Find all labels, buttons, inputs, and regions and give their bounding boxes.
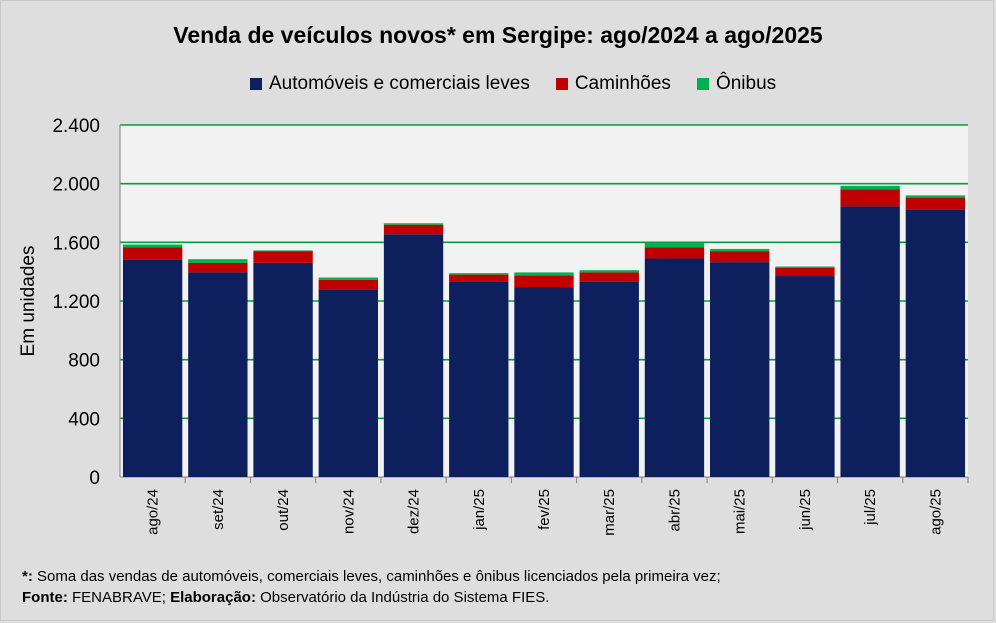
y-tick-label: 800 (68, 351, 100, 372)
bar-automoveis-nov-24 (318, 289, 378, 477)
legend-label-caminhoes: Caminhões (574, 73, 671, 94)
x-tick-label: out/24 (275, 489, 292, 531)
bar-automoveis-out-24 (253, 262, 313, 477)
legend-item-onibus: Ônibus (696, 73, 777, 95)
bar-onibus-mai-25 (710, 248, 770, 252)
bar-automoveis-jul-25 (840, 206, 900, 477)
elaboration-label: Elaboração: (170, 589, 256, 606)
x-tick-label: jul/25 (862, 489, 879, 526)
bar-caminhoes-nov-24 (318, 279, 378, 290)
footer-notes: *: Soma das vendas de automóveis, comerc… (22, 566, 721, 608)
bar-caminhoes-fev-25 (514, 275, 574, 288)
bar-onibus-ago-24 (122, 244, 183, 248)
bar-caminhoes-out-24 (253, 251, 313, 263)
bar-onibus-jun-25 (775, 266, 835, 268)
y-tick-label: 1.600 (52, 233, 100, 254)
y-tick-label: 0 (89, 468, 100, 489)
x-tick-label: set/24 (210, 489, 227, 530)
bar-automoveis-fev-25 (514, 287, 574, 477)
bar-automoveis-mar-25 (579, 281, 639, 477)
bar-onibus-nov-24 (318, 277, 378, 280)
bar-onibus-fev-25 (514, 272, 574, 276)
source-label: Fonte: (22, 589, 68, 606)
bar-automoveis-jan-25 (449, 281, 509, 477)
y-tick-label: 400 (68, 409, 100, 430)
bar-automoveis-mai-25 (710, 262, 770, 477)
bar-onibus-jul-25 (840, 185, 900, 190)
legend-label-onibus: Ônibus (715, 73, 777, 94)
source-line: Fonte: FENABRAVE; Elaboração: Observatór… (22, 587, 721, 608)
x-tick-label: fev/25 (536, 489, 553, 530)
elaboration-text: Observatório da Indústria do Sistema FIE… (255, 589, 550, 606)
footnote-marker: *: (22, 568, 33, 585)
bar-caminhoes-ago-24 (122, 247, 183, 260)
legend-swatch-automoveis (250, 78, 262, 90)
bar-caminhoes-jul-25 (840, 189, 900, 207)
bar-onibus-abr-25 (644, 243, 705, 248)
x-tick-label: nov/24 (340, 489, 357, 534)
bar-automoveis-set-24 (188, 272, 248, 477)
x-tick-label: jan/25 (471, 489, 488, 531)
bar-automoveis-ago-25 (905, 209, 966, 478)
bar-automoveis-dez-24 (383, 234, 444, 477)
legend-item-caminhoes: Caminhões (555, 73, 671, 95)
bar-onibus-out-24 (253, 250, 313, 252)
bar-caminhoes-ago-25 (905, 197, 966, 210)
x-tick-label: abr/25 (666, 489, 683, 532)
legend-item-automoveis: Automóveis e comerciais leves (250, 73, 530, 95)
legend-label-automoveis: Automóveis e comerciais leves (269, 73, 530, 94)
bar-caminhoes-set-24 (188, 262, 248, 273)
bar-onibus-ago-25 (905, 195, 966, 198)
y-tick-label: 2.400 (52, 116, 100, 137)
bar-automoveis-ago-24 (122, 259, 183, 477)
footnote-text: Soma das vendas de automóveis, comerciai… (32, 568, 721, 585)
legend-swatch-caminhoes (555, 78, 568, 90)
x-tick-label: ago/25 (927, 489, 944, 535)
y-axis-label: Em unidades (18, 246, 39, 357)
bar-caminhoes-mar-25 (579, 272, 639, 282)
legend: Automóveis e comerciais leves Caminhões … (250, 73, 802, 95)
bar-caminhoes-dez-24 (383, 224, 444, 235)
y-tick-label: 1.200 (52, 292, 100, 313)
chart-title: Venda de veículos novos* em Sergipe: ago… (173, 22, 823, 48)
bar-onibus-set-24 (188, 259, 248, 263)
footnote-line: *: Soma das vendas de automóveis, comerc… (22, 566, 721, 587)
x-tick-label: mai/25 (732, 489, 749, 534)
bar-caminhoes-abr-25 (644, 247, 705, 259)
bar-automoveis-abr-25 (644, 258, 705, 477)
legend-swatch-onibus (696, 78, 709, 90)
x-tick-label: dez/24 (406, 489, 423, 534)
y-tick-label: 2.000 (52, 175, 100, 196)
bar-caminhoes-mai-25 (710, 251, 770, 263)
source-text: FENABRAVE; (67, 589, 171, 606)
bar-automoveis-jun-25 (775, 276, 835, 477)
x-tick-label: mar/25 (601, 489, 618, 536)
bar-onibus-dez-24 (383, 223, 444, 225)
x-tick-label: ago/24 (145, 489, 162, 535)
bar-caminhoes-jan-25 (449, 274, 509, 282)
bar-caminhoes-jun-25 (775, 268, 835, 277)
bar-onibus-jan-25 (449, 273, 509, 275)
bar-onibus-mar-25 (579, 270, 639, 273)
x-tick-label: jun/25 (797, 489, 814, 531)
